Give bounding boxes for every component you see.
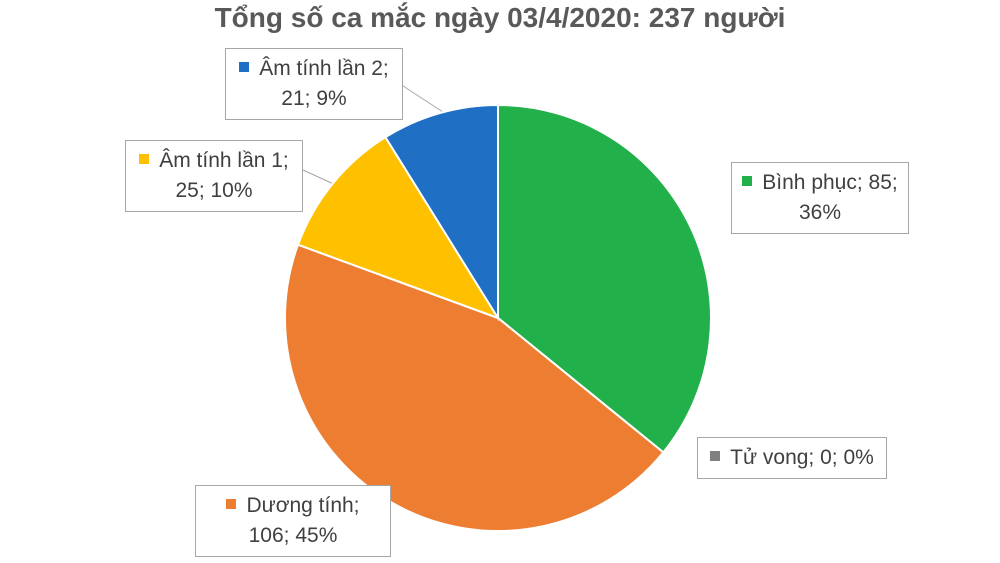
leader-line — [399, 83, 447, 115]
data-label: Âm tính lần 2; 21; 9% — [225, 48, 403, 120]
pie-slice — [296, 135, 501, 320]
legend-key — [239, 62, 250, 73]
data-label: Tử vong; 0; 0% — [697, 437, 887, 479]
legend-key — [139, 154, 150, 165]
pie-slice — [497, 103, 712, 454]
legend-key — [710, 451, 721, 462]
label-text: Tử vong; 0; 0% — [730, 446, 874, 469]
label-text: Âm tính lần 1; 25; 10% — [159, 149, 289, 202]
data-label: Dương tính; 106; 45% — [195, 485, 391, 557]
label-text: Dương tính; 106; 45% — [246, 494, 360, 547]
data-label: Bình phục; 85; 36% — [731, 162, 909, 234]
pie-slice — [284, 243, 665, 532]
legend-key — [226, 499, 237, 510]
label-text: Bình phục; 85; 36% — [762, 171, 898, 224]
pie-slice — [384, 103, 499, 322]
data-label: Âm tính lần 1; 25; 10% — [125, 140, 303, 212]
chart-title: Tổng số ca mắc ngày 03/4/2020: 237 người — [214, 2, 786, 33]
legend-key — [742, 176, 753, 187]
label-text: Âm tính lần 2; 21; 9% — [259, 57, 389, 110]
